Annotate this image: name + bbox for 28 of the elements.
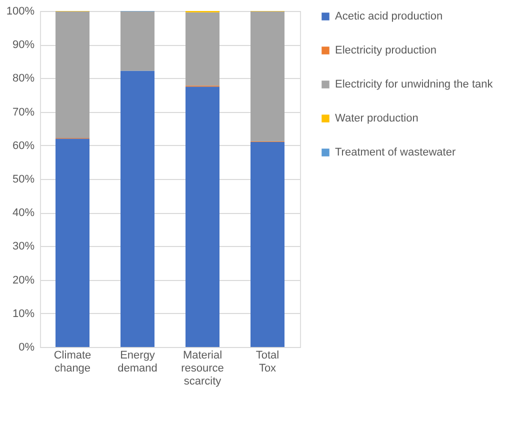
y-tick-label: 30% <box>12 240 35 253</box>
y-tick-label: 80% <box>12 72 35 85</box>
bar <box>56 11 90 138</box>
x-tick-label: Climate change <box>54 350 92 374</box>
y-tick-label: 40% <box>12 207 35 220</box>
y-tick-label: 90% <box>12 39 35 52</box>
legend-label: Acetic acid production <box>335 10 443 22</box>
y-tick-label: 50% <box>12 174 35 186</box>
bar <box>120 11 154 71</box>
y-tick-label: 10% <box>12 308 35 320</box>
legend-label: Electricity production <box>335 44 436 56</box>
x-tick-label: Material resource scarcity <box>181 350 224 388</box>
y-tick-label: 0% <box>18 342 35 354</box>
y-tick-label: 100% <box>6 6 35 18</box>
legend-label: Electricity for unwidning the tank <box>335 78 494 90</box>
bar <box>56 138 90 347</box>
legend-label: Treatment of wastewater <box>335 146 456 158</box>
bar <box>186 86 220 347</box>
y-tick-label: 70% <box>12 106 35 118</box>
bar <box>120 70 154 347</box>
bar <box>250 11 284 142</box>
x-tick-label: Energy demand <box>118 350 158 374</box>
bar <box>186 12 220 86</box>
x-tick-label: Total Tox <box>256 350 280 374</box>
bar <box>250 142 284 347</box>
y-tick-label: 20% <box>12 274 35 286</box>
legend-label: Water production <box>335 112 418 124</box>
y-tick-label: 60% <box>12 140 35 152</box>
